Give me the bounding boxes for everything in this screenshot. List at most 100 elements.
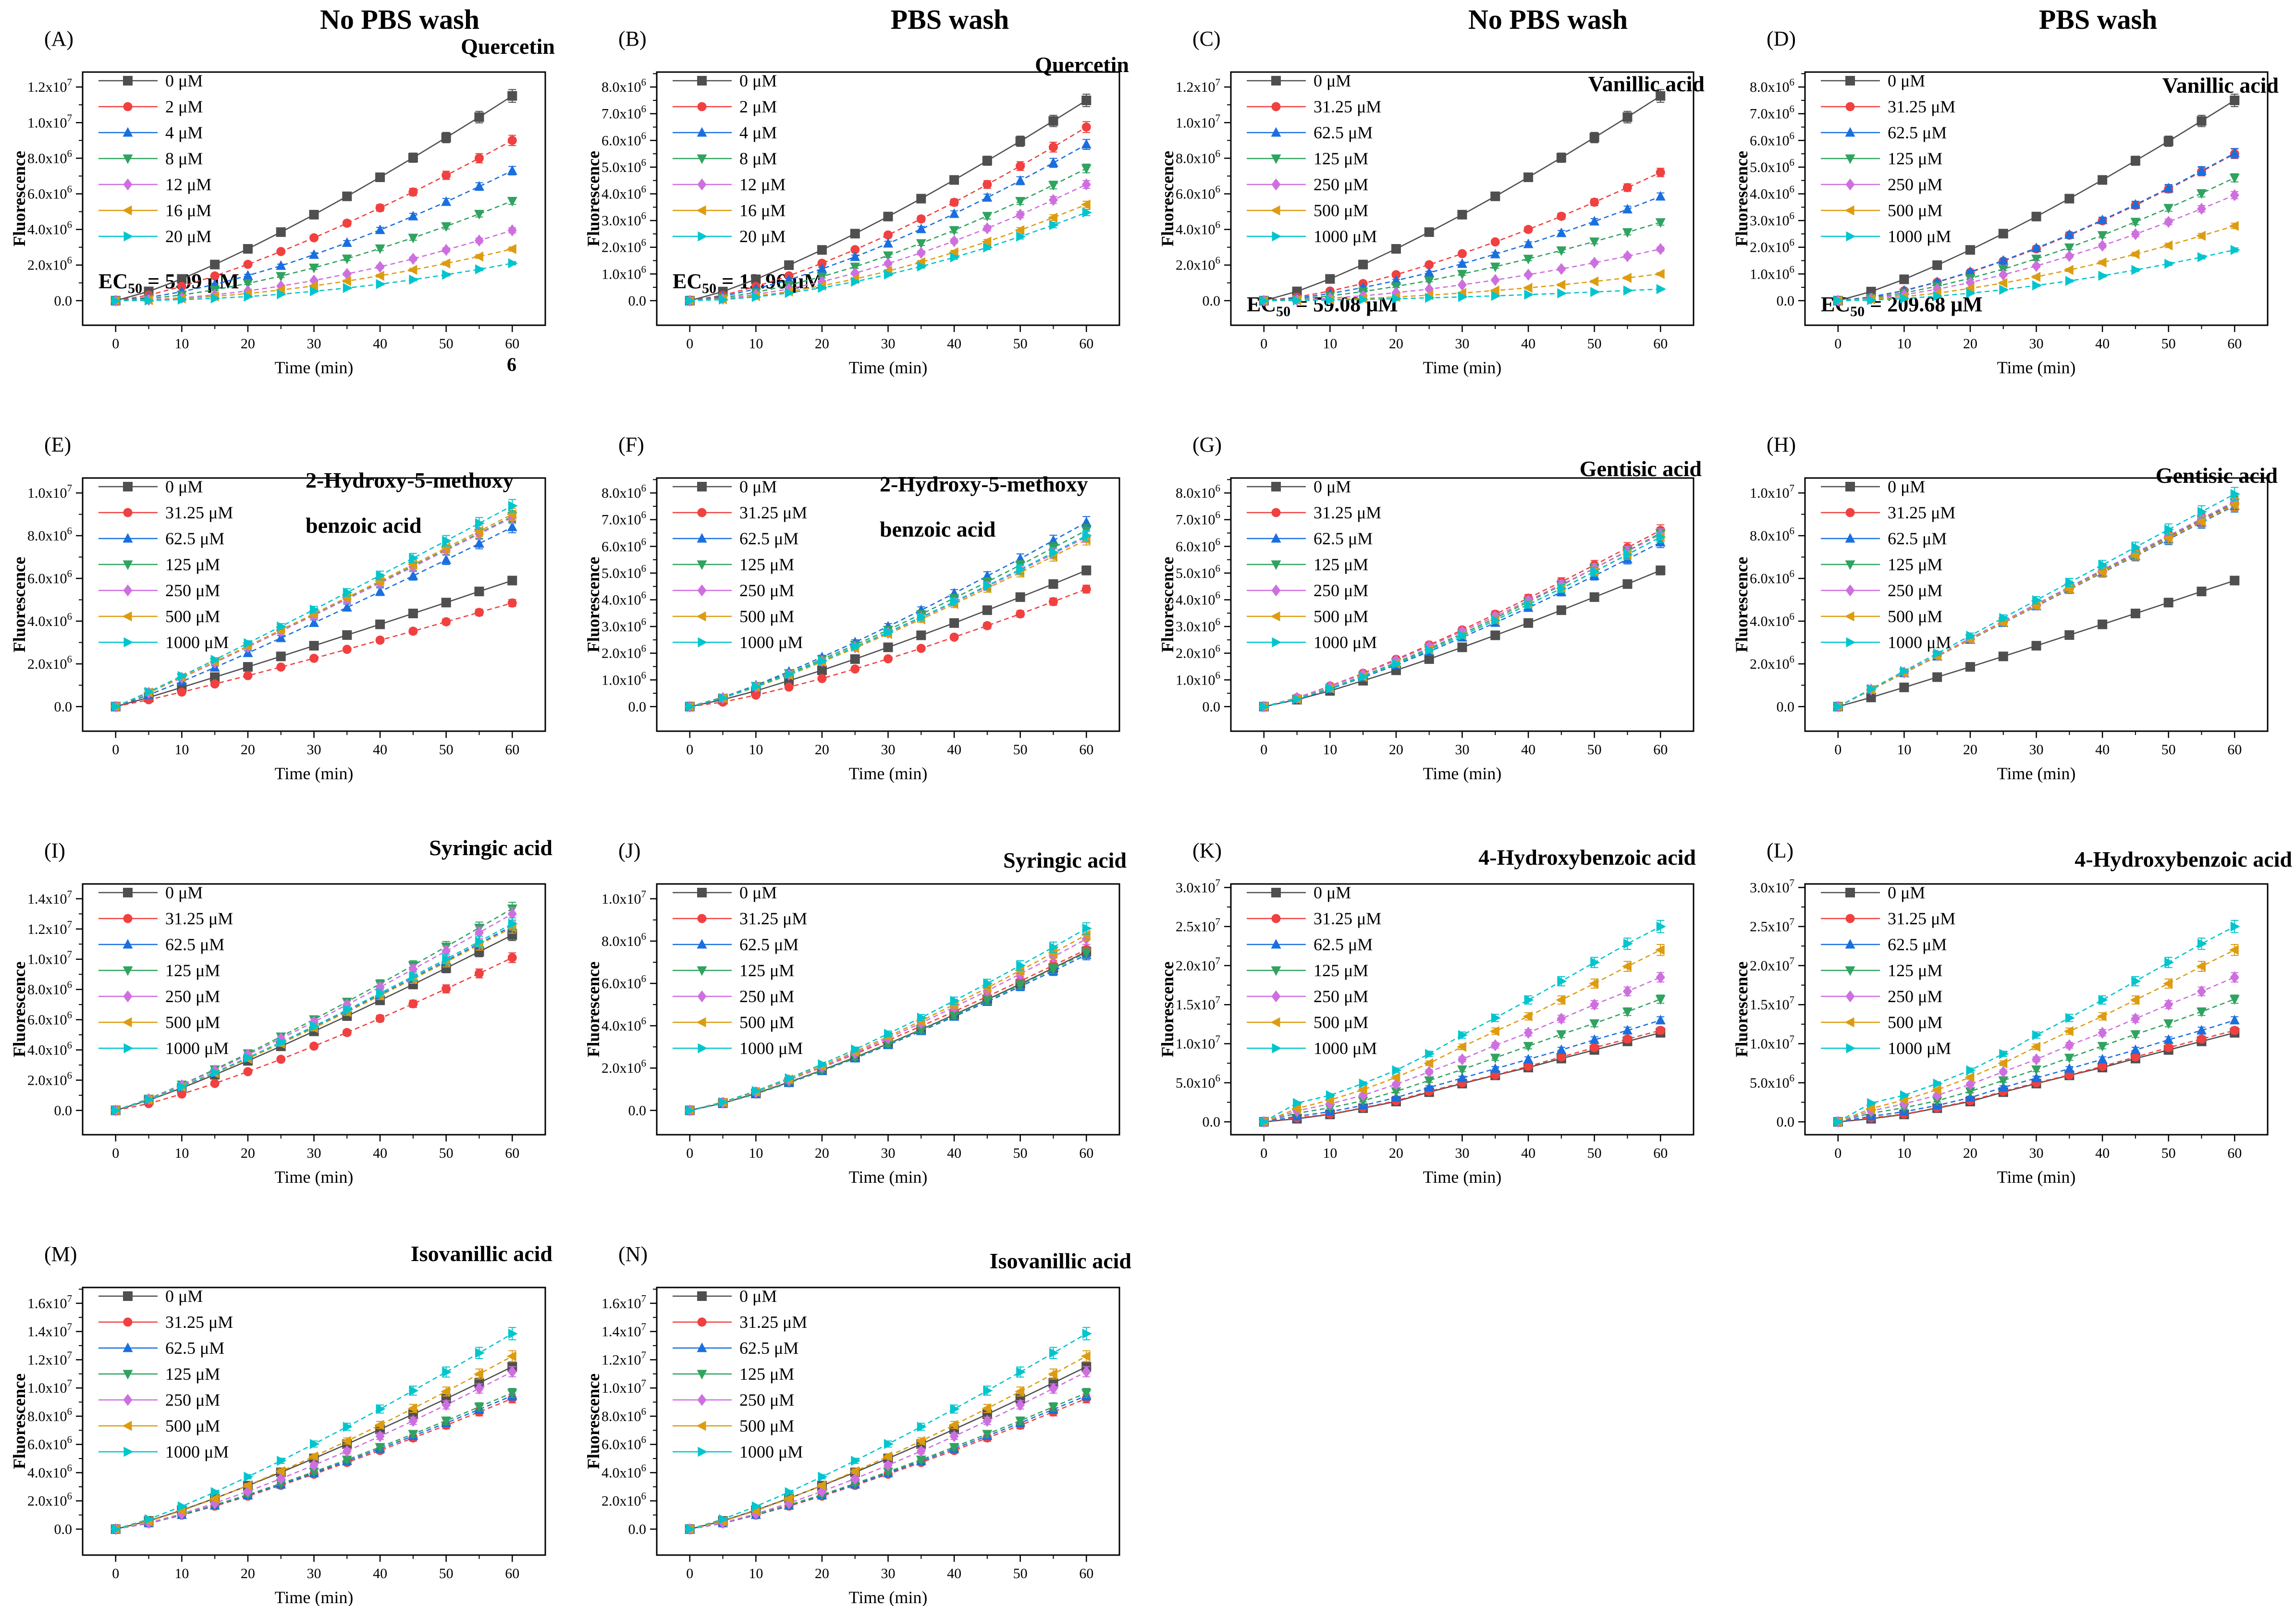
triangle-left-marker: [1998, 1058, 2008, 1068]
triangle-left-marker: [209, 1493, 219, 1504]
triangle-right-marker: [950, 1404, 960, 1414]
circle-legend-marker: [697, 102, 707, 111]
x-tick-label: 60: [505, 336, 519, 352]
triangle-up-marker: [1424, 1082, 1435, 1092]
diamond-marker: [2230, 971, 2239, 983]
legend-label: 0 μM: [1888, 477, 1925, 496]
legend: 0 μM 31.25 μM 62.5 μM 125 μM 250 μM 500 μM 100…: [98, 1287, 233, 1461]
y-axis-title: Fluorescence: [584, 151, 603, 246]
triangle-down-marker: [1622, 1007, 1633, 1018]
triangle-down-legend-marker: [1845, 154, 1855, 164]
triangle-right-marker: [751, 292, 761, 302]
y-tick-label: 4.0x106: [1750, 611, 1794, 629]
triangle-down-marker: [1015, 1416, 1026, 1426]
triangle-right-marker: [851, 1456, 861, 1466]
triangle-right-marker: [1590, 287, 1600, 297]
triangle-down-legend-marker: [123, 154, 133, 164]
x-tick-label: 20: [1963, 742, 1977, 758]
diamond-legend-marker: [697, 584, 707, 597]
panel-j-chart: (J) Syringic acid 0.0 2.0x106 4.0x106 6.0x106…: [584, 839, 1127, 1187]
square-marker: [2031, 641, 2041, 651]
circle-marker: [850, 245, 860, 255]
triangle-left-marker: [1489, 285, 1499, 296]
legend-label: 125 μM: [739, 1364, 794, 1384]
triangle-left-marker: [2097, 257, 2107, 268]
circle-marker: [243, 259, 253, 269]
y-tick-label: 1.0x107: [27, 482, 72, 501]
legend-label: 125 μM: [165, 555, 220, 574]
triangle-down-legend-marker: [1271, 154, 1281, 164]
square-marker: [2031, 211, 2041, 221]
x-tick-label: 10: [1323, 742, 1337, 758]
x-tick-label: 10: [174, 1566, 189, 1581]
diamond-legend-marker: [1845, 584, 1855, 597]
y-tick-label: 8.0x106: [1176, 147, 1220, 166]
diamond-marker: [2098, 1027, 2107, 1039]
triangle-down-marker: [1556, 246, 1567, 256]
y-tick-label: 3.0x106: [602, 616, 646, 635]
square-marker: [2098, 175, 2108, 185]
y-tick-label: 0.0: [628, 1521, 647, 1537]
diamond-marker: [375, 260, 385, 273]
triangle-left-marker: [982, 1403, 992, 1414]
triangle-right-marker: [475, 1348, 485, 1358]
triangle-right-marker: [1933, 648, 1943, 659]
legend-label: 500 μM: [1888, 1013, 1942, 1032]
x-tick-label: 50: [2161, 336, 2176, 352]
triangle-right-legend-marker: [1272, 231, 1282, 242]
panel-label: (C): [1192, 27, 1221, 50]
compound-title: 2-Hydroxy-5-methoxy: [880, 472, 1088, 496]
triangle-up-marker: [276, 632, 286, 642]
square-marker: [2163, 136, 2173, 146]
triangle-right-marker: [1966, 630, 1976, 641]
diamond-marker: [1557, 263, 1566, 275]
triangle-up-marker: [441, 196, 452, 206]
square-legend-marker: [123, 1291, 133, 1301]
triangle-down-marker: [1589, 237, 1600, 247]
y-tick-label: 6.0x106: [27, 183, 72, 202]
diamond-marker: [2164, 998, 2173, 1011]
circle-marker: [210, 271, 220, 281]
diamond-marker: [408, 963, 418, 975]
panel-e: (E) 2-Hydroxy-5-methoxy benzoic acid 0.0 2.0…: [0, 406, 572, 812]
triangle-left-marker: [1522, 282, 1533, 293]
triangle-down-marker: [375, 244, 385, 254]
axes: 0.0 1.0x106 2.0x106 3.0x106 4.0x106 5.0x106 6.…: [584, 73, 1093, 377]
square-legend-marker: [1845, 888, 1855, 897]
x-tick-label: 40: [373, 742, 387, 758]
circle-marker: [1081, 584, 1091, 594]
triangle-right-marker: [177, 294, 187, 305]
triangle-down-legend-marker: [1845, 966, 1855, 976]
triangle-right-marker: [1933, 291, 1943, 301]
legend-label: 500 μM: [1888, 201, 1942, 220]
triangle-right-marker: [244, 1471, 254, 1482]
triangle-right-marker: [1082, 1328, 1092, 1339]
triangle-right-marker: [719, 693, 729, 703]
legend: 0 μM 2 μM 4 μM 8 μM 12 μM 16 μM 20 μM: [673, 71, 786, 246]
y-axis-title: Fluorescence: [10, 1373, 29, 1469]
y-tick-label: 6.0x106: [1750, 130, 1794, 148]
triangle-right-marker: [2098, 994, 2108, 1005]
plot-frame: [82, 1287, 546, 1556]
series-1000uM: [686, 529, 1092, 712]
triangle-up-marker: [2229, 1015, 2240, 1025]
triangle-right-marker: [1392, 1065, 1402, 1076]
triangle-down-marker: [1391, 1087, 1401, 1097]
diamond-marker: [474, 234, 484, 247]
diamond-marker: [982, 1415, 992, 1427]
diamond-marker: [2098, 239, 2107, 252]
x-tick-label: 30: [1455, 336, 1470, 352]
triangle-right-marker: [1293, 694, 1303, 704]
x-tick-label: 60: [1079, 1145, 1093, 1161]
circle-marker: [309, 1042, 319, 1051]
diamond-marker: [408, 253, 418, 265]
square-marker: [2064, 194, 2075, 204]
diamond-marker: [1016, 208, 1025, 221]
diamond-legend-marker: [123, 990, 133, 1003]
circle-marker: [2098, 1062, 2107, 1071]
circle-marker: [507, 135, 517, 145]
triangle-left-marker: [374, 1420, 384, 1430]
diamond-marker: [276, 1472, 286, 1485]
square-marker: [850, 229, 860, 239]
